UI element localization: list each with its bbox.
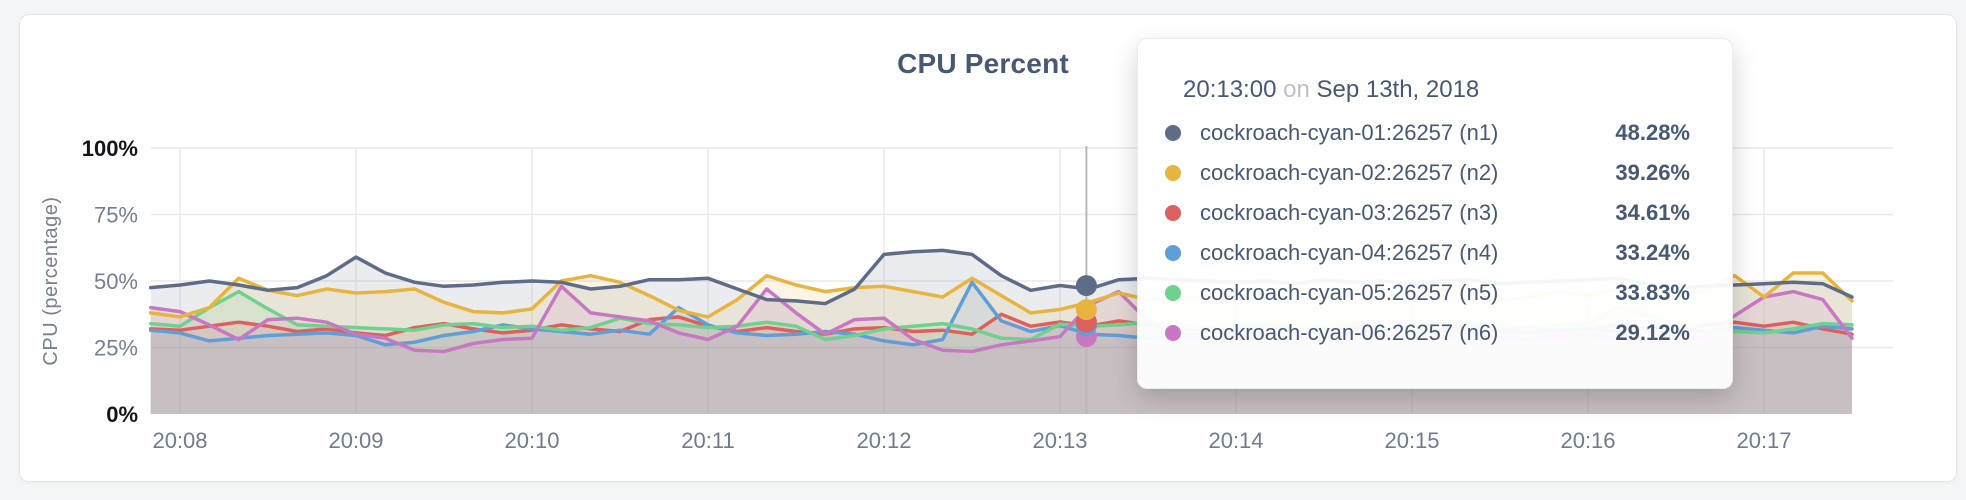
series-color-dot (1165, 205, 1181, 221)
chart-title: CPU Percent (897, 48, 1069, 79)
y-axis-title: CPU (percentage) (40, 196, 62, 365)
y-tick-label: 75% (94, 203, 138, 228)
x-tick-label: 20:08 (152, 428, 207, 453)
hover-dot (1075, 299, 1097, 321)
x-tick-label: 20:17 (1736, 428, 1791, 453)
series-value: 29.12% (1615, 320, 1690, 345)
series-label: cockroach-cyan-03:26257 (n3) (1200, 200, 1499, 225)
x-tick-label: 20:14 (1208, 428, 1263, 453)
tooltip-row: cockroach-cyan-06:26257 (n6) 29.12% (1165, 313, 1690, 353)
tooltip-row: cockroach-cyan-03:26257 (n3) 34.61% (1165, 193, 1690, 233)
series-color-dot (1165, 125, 1181, 141)
x-tick-label: 20:13 (1032, 428, 1087, 453)
tooltip-conjunction: on (1283, 76, 1310, 103)
hover-tooltip: 20:13:00 on Sep 13th, 2018 cockroach-cya… (1137, 38, 1733, 389)
series-color-dot (1165, 285, 1181, 301)
x-tick-label: 20:09 (328, 428, 383, 453)
y-tick-label: 100% (82, 136, 138, 161)
series-value: 48.28% (1615, 120, 1690, 145)
series-color-dot (1165, 245, 1181, 261)
series-label: cockroach-cyan-01:26257 (n1) (1200, 120, 1499, 145)
series-value: 33.83% (1615, 280, 1690, 305)
tooltip-header: 20:13:00 on Sep 13th, 2018 (1183, 75, 1690, 105)
series-color-dot (1165, 325, 1181, 341)
tooltip-row: cockroach-cyan-01:26257 (n1) 48.28% (1165, 113, 1690, 153)
tooltip-row: cockroach-cyan-02:26257 (n2) 39.26% (1165, 153, 1690, 193)
x-tick-label: 20:16 (1560, 428, 1615, 453)
tooltip-row: cockroach-cyan-05:26257 (n5) 33.83% (1165, 273, 1690, 313)
tooltip-time: 20:13:00 (1183, 76, 1277, 103)
hover-dot (1075, 275, 1097, 297)
series-value: 33.24% (1615, 240, 1690, 265)
tooltip-row: cockroach-cyan-04:26257 (n4) 33.24% (1165, 233, 1690, 273)
x-tick-label: 20:11 (681, 428, 734, 453)
y-tick-label: 0% (106, 402, 138, 427)
series-value: 39.26% (1615, 160, 1690, 185)
series-value: 34.61% (1615, 200, 1690, 225)
y-tick-label: 50% (94, 269, 138, 294)
y-tick-label: 25% (94, 336, 138, 361)
series-label: cockroach-cyan-05:26257 (n5) (1200, 280, 1499, 305)
x-tick-label: 20:15 (1384, 428, 1439, 453)
series-label: cockroach-cyan-02:26257 (n2) (1200, 160, 1499, 185)
series-color-dot (1165, 165, 1181, 181)
x-tick-label: 20:10 (504, 428, 559, 453)
series-label: cockroach-cyan-06:26257 (n6) (1200, 320, 1499, 345)
series-label: cockroach-cyan-04:26257 (n4) (1200, 240, 1499, 265)
tooltip-date: Sep 13th, 2018 (1316, 76, 1480, 103)
x-tick-label: 20:12 (856, 428, 911, 453)
